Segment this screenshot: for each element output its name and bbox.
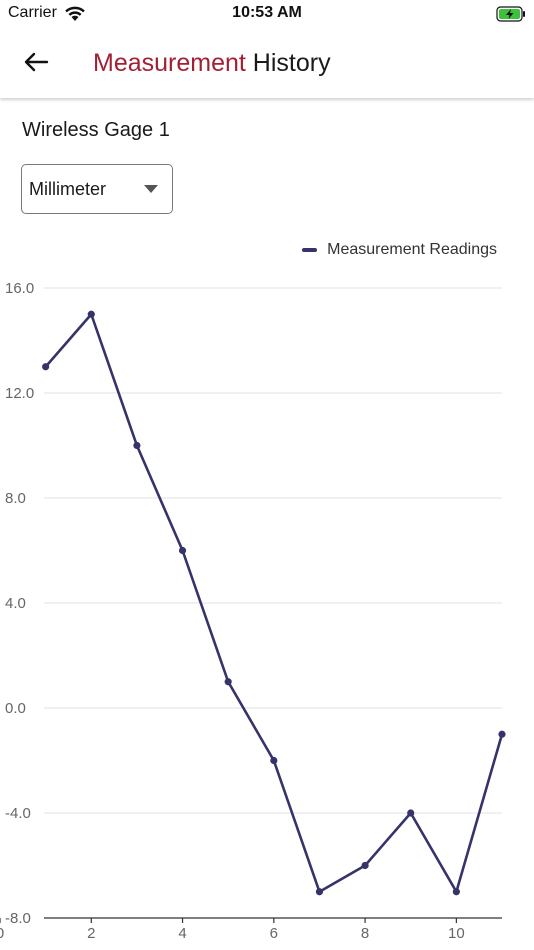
data-point[interactable] — [224, 678, 232, 686]
line-chart: 16.0 12.0 8.0 4.0 0.0 -4.0 -8.00 2 4 6 8 10 — [0, 280, 506, 942]
data-point[interactable] — [42, 363, 50, 371]
data-point[interactable] — [87, 310, 95, 318]
x-tick-label: 8 — [361, 925, 369, 942]
legend-label: Measurement Readings — [327, 241, 497, 258]
page-title-accent: Measurement — [93, 49, 246, 77]
data-point[interactable] — [315, 888, 324, 896]
status-bar: Carrier 10:53 AM — [0, 0, 534, 28]
y-tick-label: -4.0 — [5, 805, 31, 822]
dropdown-caret-icon — [144, 185, 158, 193]
unit-dropdown-value: Millimeter — [29, 179, 107, 199]
status-time: 10:53 AM — [232, 4, 302, 21]
data-point[interactable] — [498, 730, 506, 738]
chart-legend: Measurement Readings — [302, 241, 497, 259]
page-title: Measurement History — [93, 47, 331, 79]
y-tick-label: 16.0 — [5, 280, 34, 297]
x-tick-label: 4 — [178, 925, 186, 942]
y-tick-label: 0.0 — [5, 700, 26, 717]
app-bar: Measurement History — [0, 28, 534, 98]
chart-axes — [0, 917, 502, 923]
x-tick-label: 2 — [87, 925, 95, 942]
device-name: Wireless Gage 1 — [22, 119, 170, 141]
arrow-left-icon — [24, 52, 49, 72]
back-button[interactable] — [14, 42, 58, 82]
x-tick-label: 6 — [270, 925, 278, 942]
y-tick-label: -8.0 — [5, 910, 31, 927]
y-tick-label: 4.0 — [5, 595, 26, 612]
page-title-rest: History — [245, 49, 331, 77]
x-tick-label: 0 — [0, 925, 4, 942]
battery-charging-icon — [496, 6, 525, 22]
legend-swatch — [302, 248, 318, 252]
data-point[interactable] — [361, 861, 369, 870]
x-tick-label: 10 — [448, 925, 465, 942]
y-tick-label: 12.0 — [5, 385, 34, 402]
data-point[interactable] — [133, 441, 141, 450]
unit-dropdown[interactable]: Millimeter — [21, 164, 173, 214]
carrier-label: Carrier — [8, 4, 57, 21]
chart-tick-labels: 16.0 12.0 8.0 4.0 0.0 -4.0 -8.00 2 4 6 8 10 — [0, 280, 465, 942]
data-point[interactable] — [270, 756, 278, 765]
wifi-icon — [65, 6, 85, 21]
chart-series — [42, 310, 506, 896]
data-point[interactable] — [178, 546, 187, 555]
y-tick-label: 8.0 — [5, 490, 26, 507]
data-point[interactable] — [407, 809, 415, 817]
chart-grid — [44, 287, 502, 919]
data-point[interactable] — [452, 888, 460, 896]
